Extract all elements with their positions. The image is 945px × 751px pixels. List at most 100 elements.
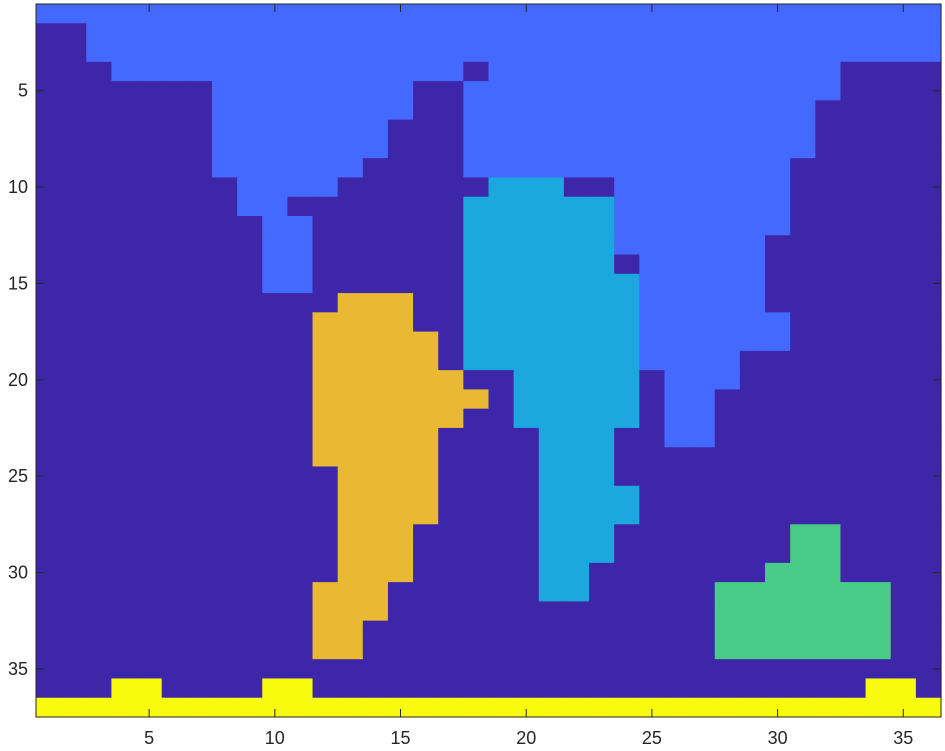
heatmap-cell: [362, 639, 389, 660]
heatmap-cell: [865, 485, 892, 506]
heatmap-cell: [790, 312, 816, 333]
heatmap-cell: [840, 350, 867, 371]
heatmap-cell: [438, 81, 464, 101]
heatmap-cell: [488, 23, 515, 44]
heatmap-cell: [563, 524, 590, 545]
heatmap-cell: [362, 601, 389, 622]
heatmap-cell: [714, 254, 741, 275]
heatmap-cell: [915, 620, 942, 641]
heatmap-cell: [413, 466, 439, 487]
heatmap-cell: [614, 620, 640, 641]
heatmap-cell: [262, 4, 288, 24]
heatmap-cell: [664, 678, 691, 699]
heatmap-cell: [714, 582, 741, 602]
heatmap-cell: [739, 408, 766, 429]
heatmap-cell: [337, 119, 364, 140]
heatmap-cell: [689, 620, 716, 641]
heatmap-cell: [86, 659, 113, 680]
heatmap-cell: [211, 620, 238, 641]
heatmap-cell: [36, 524, 62, 545]
heatmap-cell: [765, 23, 791, 44]
heatmap-cell: [463, 254, 490, 275]
heatmap-cell: [815, 447, 842, 468]
heatmap-cell: [840, 505, 867, 525]
heatmap-cell: [790, 254, 816, 275]
heatmap-cell: [538, 427, 565, 448]
heatmap-cell: [765, 582, 791, 602]
heatmap-cell: [488, 620, 515, 641]
heatmap-cell: [538, 408, 565, 429]
heatmap-cell: [739, 254, 766, 275]
heatmap-cell: [161, 119, 188, 140]
heatmap-cell: [538, 466, 565, 487]
heatmap-cell: [362, 61, 389, 82]
heatmap-cell: [387, 447, 414, 468]
heatmap-cell: [362, 215, 389, 236]
heatmap-cell: [840, 678, 867, 699]
heatmap-cell: [61, 678, 87, 699]
heatmap-cell: [211, 485, 238, 506]
heatmap-cell: [488, 524, 515, 545]
heatmap-cell: [840, 61, 867, 82]
y-tick-label: 25: [8, 466, 28, 486]
heatmap-cell: [664, 659, 691, 680]
heatmap-cell: [86, 293, 113, 313]
heatmap-cell: [865, 100, 892, 121]
heatmap-cell: [840, 23, 867, 44]
heatmap-cell: [865, 177, 892, 198]
heatmap-cell: [689, 639, 716, 660]
heatmap-cell: [790, 562, 816, 583]
heatmap-cell: [463, 639, 490, 660]
heatmap-cell: [890, 273, 917, 294]
heatmap-cell: [86, 273, 113, 294]
heatmap-cell: [111, 350, 138, 371]
heatmap-cell: [362, 177, 389, 198]
heatmap-cell: [312, 659, 339, 680]
heatmap-cell: [61, 100, 87, 121]
heatmap-cell: [362, 389, 389, 410]
heatmap-cell: [438, 408, 464, 429]
heatmap-cell: [161, 562, 188, 583]
heatmap-cell: [589, 215, 615, 236]
heatmap-cell: [186, 447, 213, 468]
heatmap-cell: [211, 273, 238, 294]
heatmap-cell: [915, 293, 942, 313]
heatmap-cell: [714, 447, 741, 468]
heatmap-cell: [639, 4, 666, 24]
heatmap-cell: [815, 331, 842, 352]
heatmap-cell: [262, 389, 288, 410]
heatmap-cell: [488, 582, 515, 602]
heatmap-cell: [840, 42, 867, 63]
heatmap-cell: [312, 4, 339, 24]
heatmap-cell: [186, 138, 213, 159]
heatmap-cell: [362, 293, 389, 313]
heatmap-cell: [765, 235, 791, 256]
heatmap-cell: [61, 620, 87, 641]
heatmap-cell: [111, 678, 138, 699]
heatmap-cell: [287, 177, 314, 198]
heatmap-cell: [513, 4, 540, 24]
heatmap-cell: [36, 505, 62, 525]
heatmap-cell: [287, 582, 314, 602]
heatmap-cell: [186, 408, 213, 429]
heatmap-cell: [362, 697, 389, 718]
heatmap-cell: [840, 119, 867, 140]
heatmap-cell: [714, 235, 741, 256]
heatmap-cell: [614, 466, 640, 487]
heatmap-cell: [337, 620, 364, 641]
heatmap-cell: [614, 61, 640, 82]
heatmap-cell: [136, 100, 163, 121]
heatmap-cell: [186, 543, 213, 564]
heatmap-cell: [714, 100, 741, 121]
heatmap-cell: [538, 215, 565, 236]
heatmap-cell: [639, 447, 666, 468]
heatmap-cell: [689, 42, 716, 63]
heatmap-cell: [287, 350, 314, 371]
heatmap-cell: [689, 562, 716, 583]
heatmap-cell: [237, 177, 263, 198]
heatmap-cell: [739, 61, 766, 82]
heatmap-cell: [815, 23, 842, 44]
heatmap-cell: [337, 427, 364, 448]
heatmap-cell: [664, 138, 691, 159]
heatmap-cell: [463, 312, 490, 333]
